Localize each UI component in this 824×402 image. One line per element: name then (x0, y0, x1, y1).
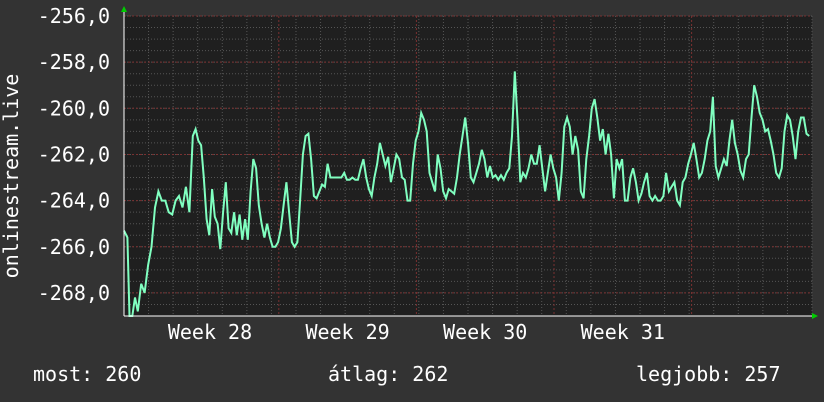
stats-row: most: 260 átlag: 262 legjobb: 257 (0, 362, 824, 390)
y-tick-label: -260,0 (38, 96, 110, 120)
y-axis-arrow-icon (121, 6, 127, 12)
x-tick-label: Week 29 (305, 320, 389, 344)
stat-current: most: 260 (33, 362, 141, 386)
y-tick-label: -268,0 (38, 281, 110, 305)
x-tick-label: Week 31 (581, 320, 665, 344)
y-tick-label: -256,0 (38, 4, 110, 28)
x-axis-ticks: Week 28 Week 29 Week 30 Week 31 (168, 320, 665, 344)
y-tick-label: -264,0 (38, 189, 110, 213)
stat-best: legjobb: 257 (636, 362, 781, 386)
x-axis-arrow-icon (812, 313, 818, 319)
stat-current-label: most: (33, 362, 94, 386)
x-tick-label: Week 28 (168, 320, 252, 344)
major-grid (124, 15, 812, 316)
series-line (123, 71, 810, 317)
stat-average-label: átlag: (328, 362, 401, 386)
minor-grid (123, 15, 813, 317)
y-tick-label: -266,0 (38, 235, 110, 259)
stat-best-label: legjobb: (636, 362, 733, 386)
y-axis-label: onlinestream.live (0, 74, 23, 279)
stat-current-value: 260 (105, 362, 142, 386)
stat-average-value: 262 (412, 362, 449, 386)
x-tick-label: Week 30 (443, 320, 527, 344)
stat-best-value: 257 (744, 362, 781, 386)
y-tick-label: -258,0 (38, 50, 110, 74)
y-tick-label: -262,0 (38, 142, 110, 166)
y-axis-ticks: -256,0 -258,0 -260,0 -262,0 -264,0 -266,0 -268… (38, 4, 110, 305)
stat-average: átlag: 262 (328, 362, 448, 386)
